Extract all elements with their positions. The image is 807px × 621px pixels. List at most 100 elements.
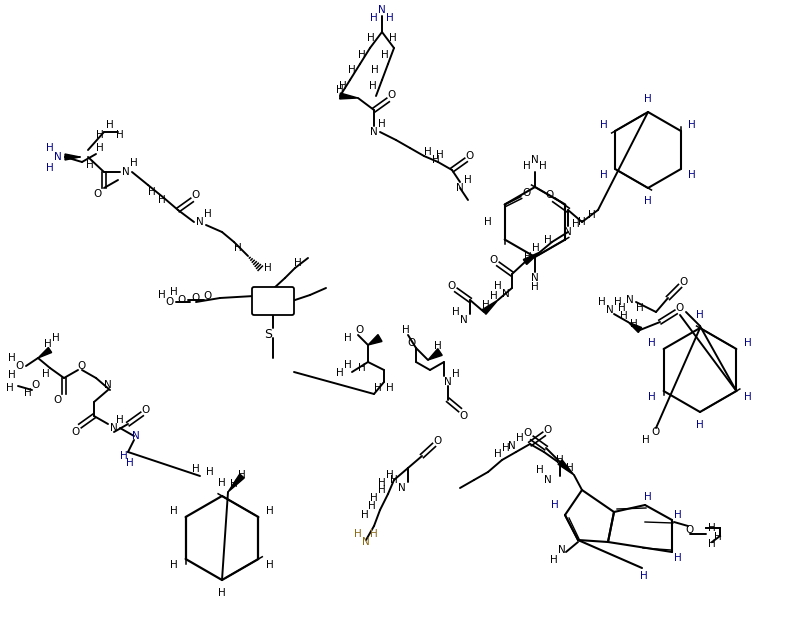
Text: H: H [544,235,552,245]
Text: H: H [378,485,386,495]
Text: N: N [370,127,378,137]
Text: H: H [434,341,442,351]
Text: N: N [531,273,539,283]
Text: N: N [398,483,406,493]
Text: H: H [44,339,52,349]
Text: H: H [8,353,16,363]
Text: O: O [356,325,364,335]
Polygon shape [38,348,52,358]
Text: N: N [508,441,516,451]
Text: O: O [388,90,396,100]
Text: H: H [339,81,347,91]
Text: H: H [550,555,558,565]
Text: H: H [358,50,366,60]
Text: O: O [166,297,174,307]
Text: O: O [204,291,212,301]
Text: H: H [649,392,656,402]
Polygon shape [428,348,442,360]
Text: H: H [206,467,214,477]
Text: H: H [598,297,606,307]
Text: O: O [676,303,684,313]
Text: H: H [344,360,352,370]
Text: H: H [158,195,166,205]
Text: H: H [402,325,410,335]
Text: H: H [337,85,344,95]
Text: N: N [362,537,370,547]
Text: H: H [674,553,682,563]
Text: H: H [502,443,510,453]
Text: H: H [218,588,226,598]
Text: N: N [104,380,112,390]
Text: O: O [686,525,694,535]
Text: H: H [386,383,394,393]
Polygon shape [628,322,642,332]
Text: H: H [52,333,60,343]
Text: H: H [588,210,596,220]
Text: N: N [444,377,452,387]
Polygon shape [228,474,245,492]
Text: H: H [266,505,274,515]
Text: H: H [369,81,377,91]
Text: H: H [494,449,502,459]
Text: N: N [558,545,566,555]
Text: H: H [386,13,394,23]
Text: H: H [572,219,580,229]
Text: O: O [490,255,498,265]
Text: H: H [630,319,638,329]
Text: O: O [679,277,688,287]
Text: H: H [192,464,200,474]
Text: H: H [436,150,444,160]
Text: O: O [466,151,475,161]
Text: O: O [523,188,531,197]
Text: H: H [234,243,242,253]
Text: H: H [374,383,382,393]
Text: H: H [556,455,564,465]
Text: H: H [452,369,460,379]
Text: H: H [494,281,502,291]
Text: H: H [696,420,704,430]
Text: H: H [386,470,394,480]
Text: H: H [42,369,50,379]
Text: H: H [389,33,397,43]
Text: H: H [688,171,696,181]
Text: H: H [644,196,652,206]
Text: H: H [674,510,682,520]
Text: O: O [434,436,442,446]
Text: H: H [578,217,586,227]
Text: N: N [132,431,140,441]
Text: H: H [8,370,16,380]
Text: H: H [636,303,644,313]
Text: H: H [170,505,178,515]
Text: H: H [238,470,246,480]
Text: H: H [696,310,704,320]
Text: H: H [96,143,104,153]
Text: N: N [531,155,539,165]
Text: H: H [642,435,650,445]
Text: N: N [196,217,204,227]
Polygon shape [482,300,498,314]
Text: H: H [390,475,398,485]
Text: N: N [110,423,118,433]
Text: H: H [370,13,378,23]
Text: H: H [464,175,472,185]
Text: H: H [361,510,369,520]
Text: H: H [644,492,652,502]
Text: H: H [452,307,460,317]
Text: H: H [86,160,94,170]
Polygon shape [340,93,358,99]
Text: O: O [142,405,150,415]
Text: O: O [72,427,80,437]
Text: H: H [294,258,302,268]
Text: N: N [122,167,130,177]
Text: H: H [148,187,156,197]
Text: O: O [524,428,532,438]
Text: O: O [460,411,468,421]
Text: H: H [354,529,362,539]
Text: H: H [378,478,386,488]
Text: H: H [531,282,539,292]
Polygon shape [523,252,540,265]
Text: H: H [158,290,166,300]
Text: O: O [16,361,24,371]
Text: S: S [264,329,272,342]
Text: N: N [502,289,510,299]
